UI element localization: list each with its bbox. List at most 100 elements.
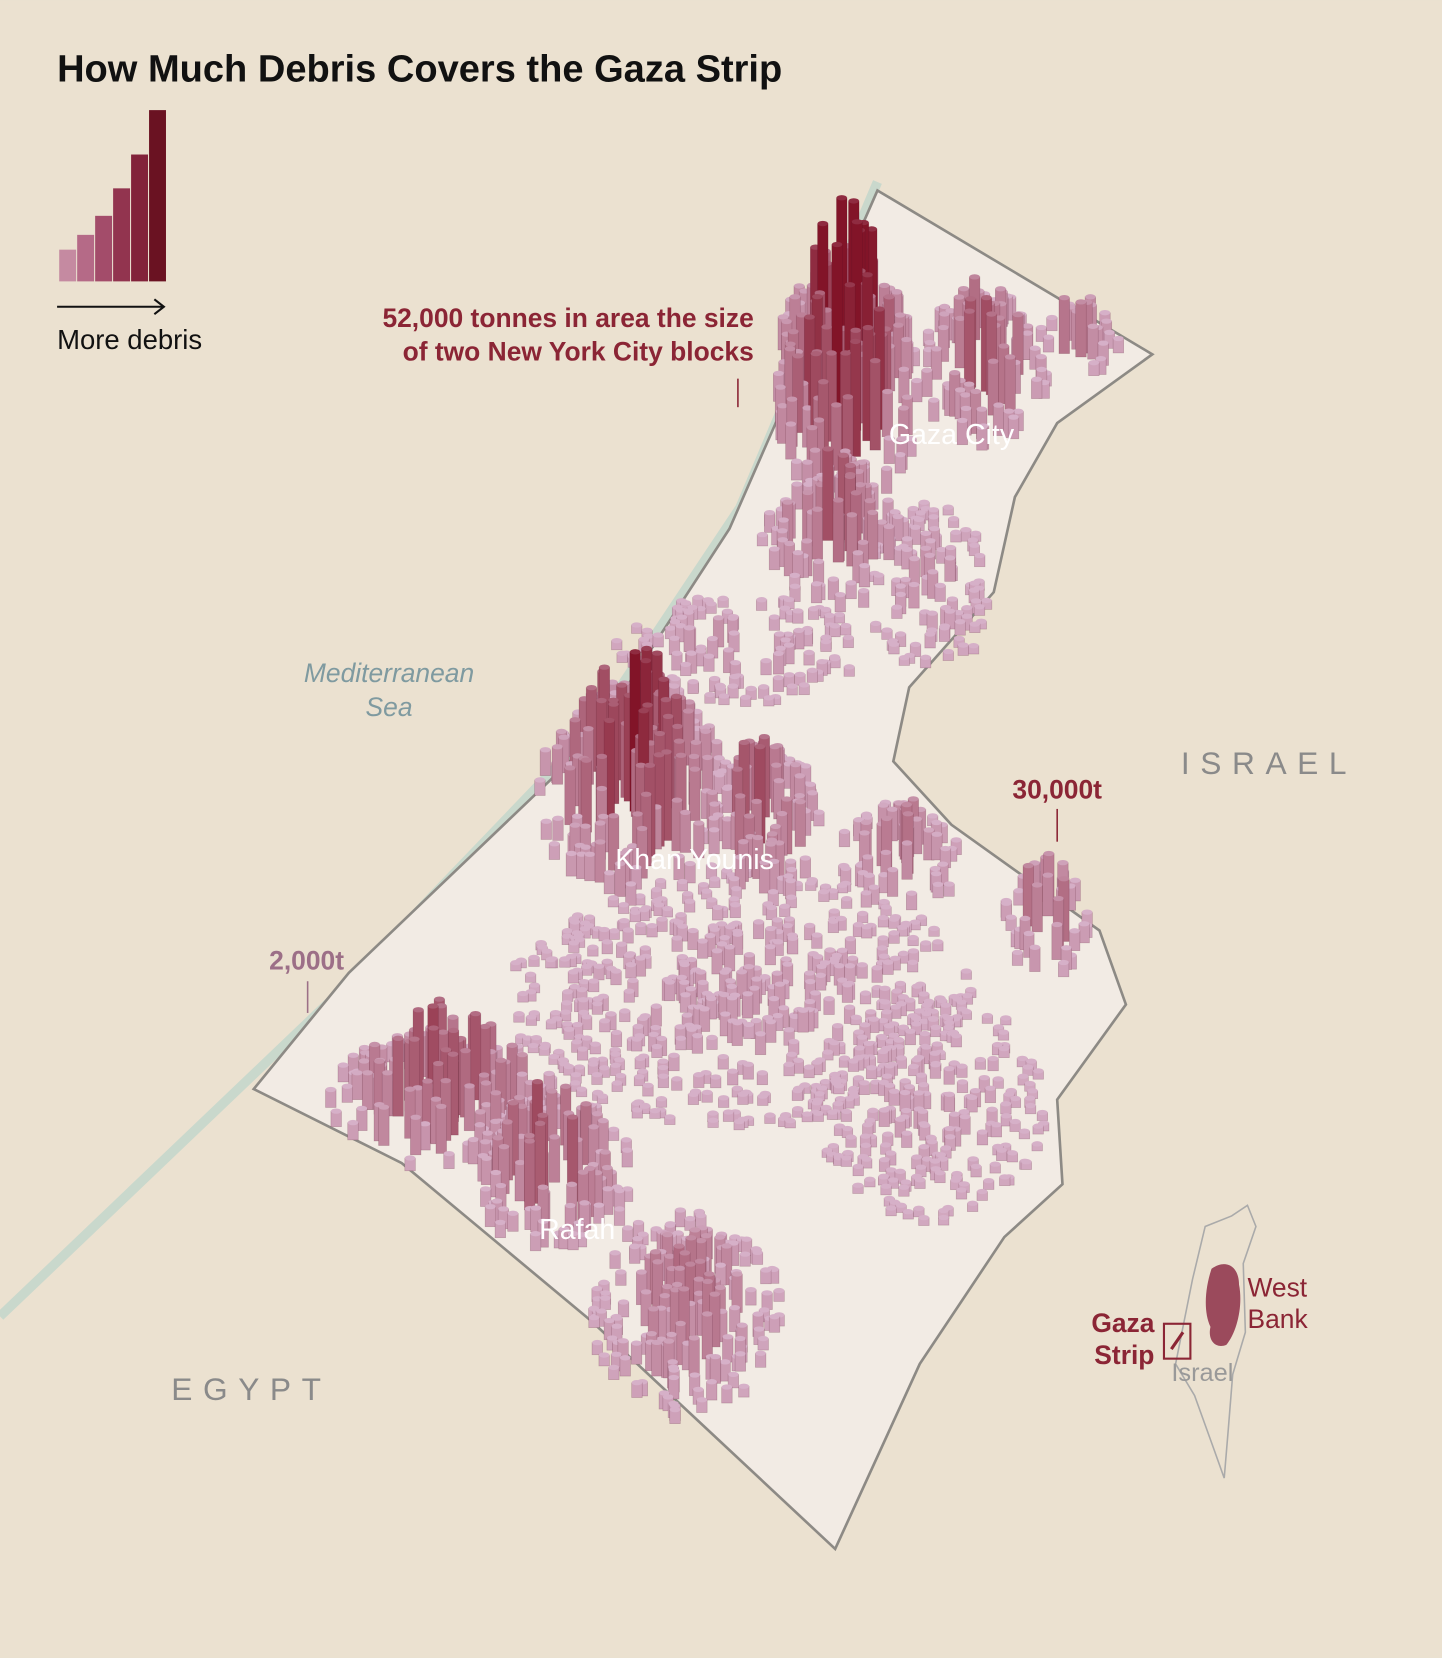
debris-column-top — [751, 798, 762, 805]
debris-column-top — [590, 1041, 601, 1047]
debris-column-top — [534, 1120, 546, 1126]
debris-column-top — [883, 294, 895, 300]
debris-column-top — [676, 974, 688, 981]
debris-column-top — [864, 1176, 876, 1182]
debris-column-top — [557, 1057, 569, 1063]
debris-column-top — [721, 1384, 733, 1390]
debris-column-top — [347, 1119, 359, 1126]
debris-column-top — [900, 1179, 912, 1185]
callout: 52,000 tonnes in area the size — [382, 303, 753, 333]
debris-column-top — [588, 1124, 599, 1130]
debris-column — [858, 565, 871, 588]
debris-column-top — [925, 538, 936, 544]
debris-column-top — [768, 858, 780, 864]
debris-column-top — [506, 1042, 518, 1048]
debris-column-top — [1025, 1058, 1037, 1064]
debris-column-top — [878, 282, 890, 289]
debris-column-top — [837, 977, 848, 983]
debris-column-top — [704, 691, 716, 698]
debris-column-top — [524, 1132, 535, 1139]
debris-column-top — [801, 538, 813, 544]
debris-column-top — [944, 1125, 955, 1132]
debris-column-top — [623, 988, 635, 994]
debris-column-top — [728, 630, 740, 636]
debris-column-top — [842, 394, 854, 400]
debris-column-top — [878, 802, 889, 808]
debris-column — [731, 1022, 743, 1046]
debris-column-top — [1043, 334, 1054, 340]
debris-column — [754, 1033, 767, 1056]
debris-column-top — [632, 811, 643, 817]
debris-column-top — [404, 1086, 416, 1092]
debris-column-top — [588, 1057, 600, 1063]
debris-column-top — [843, 664, 855, 670]
debris-column-top — [738, 1383, 750, 1389]
debris-column-top — [558, 1226, 570, 1232]
debris-column-top — [1012, 408, 1024, 414]
debris-column-top — [584, 914, 595, 920]
debris-column-top — [924, 552, 935, 558]
debris-column-top — [599, 1065, 610, 1071]
debris-column-top — [939, 311, 950, 317]
debris-column-top — [664, 1253, 676, 1259]
debris-column-top — [675, 752, 687, 758]
debris-column-top — [950, 529, 962, 535]
debris-column-top — [998, 343, 1010, 349]
debris-column-top — [552, 815, 564, 821]
debris-column-top — [982, 1012, 993, 1019]
debris-column-top — [608, 895, 619, 901]
debris-column-top — [675, 911, 687, 918]
debris-column-top — [861, 814, 873, 820]
debris-column-top — [877, 935, 889, 941]
debris-column-top — [845, 580, 857, 586]
debris-column-top — [632, 1236, 643, 1242]
debris-column-top — [669, 635, 680, 641]
debris-column-top — [848, 1085, 860, 1092]
gaza-box — [1162, 1322, 1192, 1360]
debris-column-top — [766, 904, 777, 911]
debris-column-top — [685, 1235, 697, 1241]
debris-column-top — [773, 840, 785, 846]
debris-column-top — [631, 1100, 643, 1106]
debris-column-top — [911, 377, 923, 384]
debris-column-top — [524, 1138, 535, 1144]
debris-column-top — [448, 1027, 459, 1034]
debris-column-top — [1031, 1141, 1043, 1147]
debris-column-top — [602, 1186, 614, 1192]
debris-column-top — [878, 1174, 889, 1180]
debris-column-top — [743, 813, 755, 819]
debris-column-top — [702, 1278, 713, 1285]
debris-column-top — [728, 1371, 739, 1378]
debris-column-top — [608, 1364, 620, 1371]
debris-column-top — [546, 1018, 557, 1024]
debris-column-top — [970, 1163, 982, 1169]
debris-column-top — [693, 820, 705, 826]
debris-column-top — [968, 643, 979, 649]
debris-column-top — [404, 1155, 416, 1161]
debris-column — [325, 1089, 337, 1108]
debris-column-top — [640, 657, 652, 664]
debris-column-top — [899, 1089, 911, 1096]
debris-column-top — [900, 576, 911, 583]
debris-column-top — [888, 1177, 899, 1183]
debris-column-top — [913, 1205, 925, 1211]
debris-column-top — [882, 959, 894, 965]
debris-column-top — [784, 346, 796, 352]
debris-column-top — [517, 990, 529, 997]
debris-column-top — [672, 723, 683, 729]
debris-column — [722, 1336, 734, 1363]
debris-column — [790, 460, 803, 481]
debris-column-top — [884, 1063, 895, 1069]
debris-column-top — [629, 909, 641, 915]
debris-column-top — [764, 1112, 776, 1118]
debris-column-top — [622, 1186, 633, 1192]
debris-column-top — [811, 581, 822, 587]
debris-column-top — [878, 1107, 890, 1113]
debris-column-top — [882, 1131, 894, 1137]
debris-column-top — [967, 1156, 979, 1162]
debris-column-top — [1036, 324, 1047, 331]
debris-column-top — [854, 1045, 865, 1051]
debris-column-top — [1069, 877, 1081, 883]
debris-column-top — [569, 983, 580, 990]
debris-column-top — [669, 618, 681, 625]
